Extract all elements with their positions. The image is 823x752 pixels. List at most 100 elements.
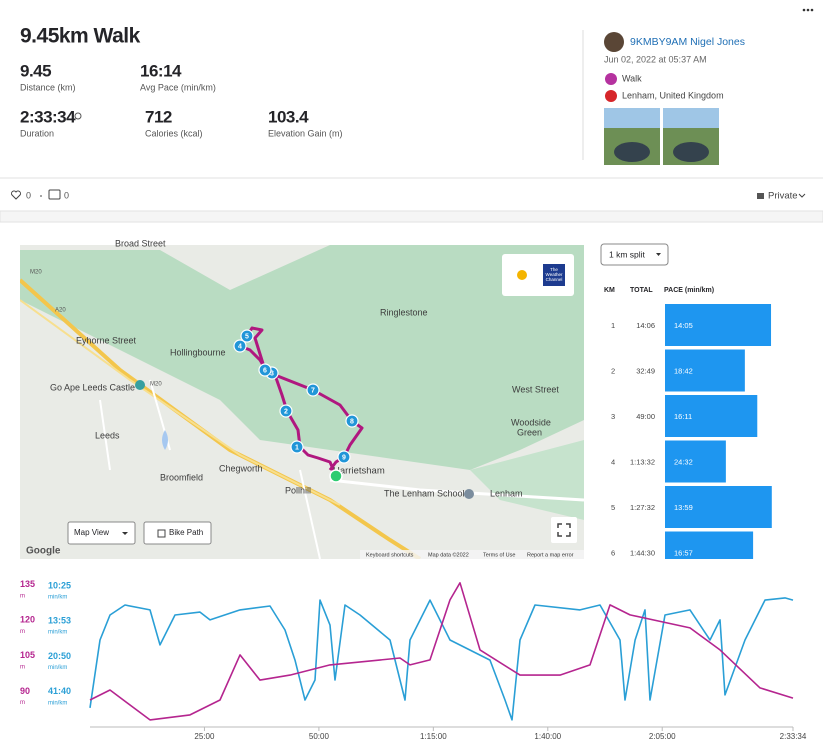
y2-unit-label: min/km	[48, 700, 67, 706]
select-caret	[122, 532, 128, 535]
comment-icon	[48, 189, 61, 200]
split-km: 2	[611, 366, 615, 375]
map-footer-link: Map data ©2022	[428, 551, 469, 558]
map-label: Ringlestone	[380, 307, 428, 317]
comment-count: 0	[64, 190, 69, 200]
map-label: West Street	[512, 384, 559, 394]
map-label: Leeds	[95, 430, 120, 440]
route-marker-label: 5	[245, 333, 249, 340]
activity-title: 9.45km Walk	[20, 25, 141, 48]
map-label: M20	[30, 270, 42, 276]
y-unit-label: m	[20, 700, 25, 706]
split-total: 1:27:32	[630, 503, 655, 512]
series-line	[89, 597, 794, 721]
x-tick-label: 1:40:00	[534, 732, 561, 741]
y2-tick-label: 10:25	[48, 580, 71, 590]
y2-tick-label: 41:40	[48, 686, 71, 696]
split-total: 1:44:30	[630, 548, 655, 557]
split-bar	[665, 349, 745, 392]
y2-unit-label: min/km	[48, 665, 67, 671]
split-pace: 13:59	[674, 503, 693, 512]
stat-label: Elevation Gain (m)	[268, 128, 343, 138]
photo-detail	[614, 142, 650, 162]
split-km: 6	[611, 548, 615, 557]
route-marker[interactable]	[345, 414, 359, 428]
route-marker-label: 3	[270, 370, 274, 377]
y2-unit-label: min/km	[48, 630, 67, 636]
athlete-name: 9KMBY9AM Nigel Jones	[630, 36, 745, 48]
x-tick-label: 1:15:00	[420, 732, 447, 741]
info-icon	[74, 112, 82, 120]
kudos-count: 0	[26, 190, 31, 200]
splits-table: 1 14:06 14:05 2 32:49 18:42 3 49:00 16:11 4 1:13:3…	[611, 304, 772, 559]
route-marker-label: 9	[342, 454, 346, 461]
x-tick-label: 50:00	[309, 732, 330, 741]
stat-label: Distance (km)	[20, 82, 76, 92]
split-km: 4	[611, 457, 615, 466]
split-column-header: PACE (min/km)	[664, 287, 714, 294]
more-menu[interactable]	[802, 8, 814, 12]
map-label: Broomfield	[160, 472, 203, 482]
y-unit-label: m	[20, 664, 25, 670]
bike-path-toggle[interactable]	[143, 521, 212, 545]
route-marker-label: 2	[284, 408, 288, 415]
y-unit-label: m	[20, 629, 25, 635]
split-total: 14:06	[636, 321, 655, 330]
split-km: 1	[611, 321, 615, 330]
split-total: 1:13:32	[630, 457, 655, 466]
photo-detail	[673, 142, 709, 162]
x-tick-label: 2:05:00	[649, 732, 676, 741]
checkbox[interactable]	[157, 529, 166, 538]
activity-icon	[605, 73, 617, 85]
route-marker[interactable]	[240, 329, 254, 343]
split-bar	[665, 440, 726, 483]
map-label: Chegworth	[219, 463, 263, 473]
map-label: Broad Street	[115, 238, 166, 248]
map-label: Lenham	[490, 488, 523, 498]
route-marker[interactable]	[337, 450, 351, 464]
stat-label: Duration	[20, 128, 54, 138]
route-marker[interactable]	[258, 363, 272, 377]
map-footer-link: Keyboard shortcuts	[366, 552, 414, 558]
map-label: Hollingbourne	[170, 347, 226, 357]
map-view-label: Map View	[74, 528, 109, 537]
map-label: Harrietsham	[333, 466, 385, 477]
split-bar	[665, 531, 754, 559]
privacy: Private	[768, 191, 798, 202]
split-pace: 24:32	[674, 457, 693, 466]
map-logo: Google	[26, 546, 61, 557]
route-marker[interactable]	[279, 404, 293, 418]
poi-icon	[464, 489, 474, 499]
split-bar	[665, 486, 772, 528]
split-total: 32:49	[636, 366, 655, 375]
split-select-label: 1 km split	[609, 249, 646, 259]
map-footer-link: Report a map error	[527, 552, 574, 558]
split-pace: 16:57	[674, 548, 693, 557]
sun-icon	[517, 270, 527, 280]
map-footer-link: Terms of Use	[483, 552, 515, 558]
route-marker-label: 6	[263, 367, 267, 374]
split-pace: 16:11	[674, 412, 692, 421]
y-unit-label: m	[20, 593, 25, 599]
split-select[interactable]	[600, 243, 669, 266]
map-label: The Lenham School	[384, 488, 465, 498]
map-label: M20	[150, 382, 162, 388]
map-view-select[interactable]	[67, 521, 136, 545]
y2-tick-label: 13:53	[48, 616, 71, 626]
route-marker[interactable]	[306, 383, 320, 397]
fullscreen-button[interactable]	[551, 517, 577, 543]
weather-label: Channel	[546, 277, 563, 282]
kudos-icon	[11, 190, 21, 200]
stat-value: 16:14	[140, 61, 182, 80]
split-total: 49:00	[636, 412, 655, 421]
dot	[40, 195, 42, 197]
lock-icon	[757, 193, 764, 199]
series-line	[89, 582, 794, 721]
split-column-header: KM	[604, 287, 615, 294]
route-marker[interactable]	[233, 339, 247, 353]
stat-value: 2:33:34	[20, 107, 76, 126]
stat-value: 9.45	[20, 61, 51, 80]
route-marker[interactable]	[290, 440, 304, 454]
route-marker-label: 8	[350, 418, 354, 425]
